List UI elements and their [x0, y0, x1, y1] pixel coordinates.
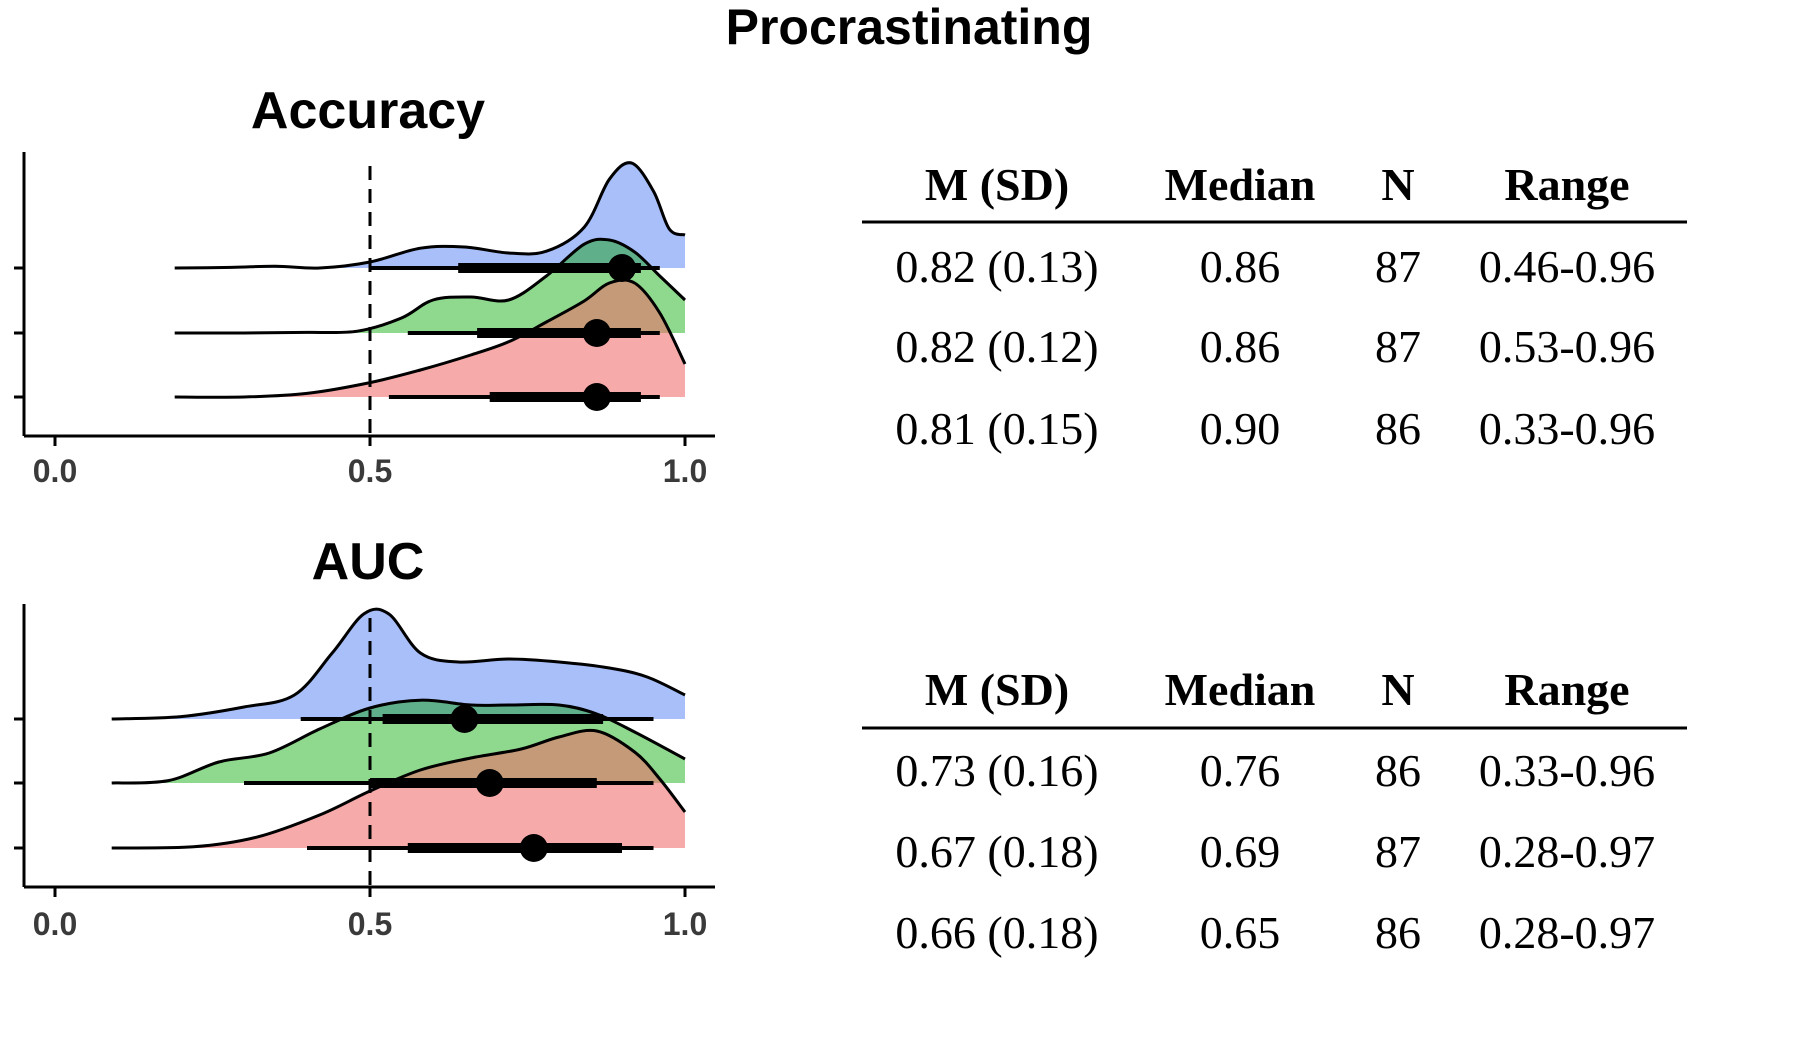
x-tick-label: 1.0 [663, 906, 707, 942]
summary-table: M (SD) Median N Range 0.82 (0.13) 0.86 87 0.46-… [862, 159, 1687, 454]
density-outline-3 [174, 278, 687, 399]
density-fill-3 [174, 279, 685, 398]
point-estimate-1 [608, 254, 636, 282]
table-header: Range [1504, 664, 1629, 715]
table-header: N [1381, 664, 1414, 715]
density-outline-1 [111, 607, 686, 721]
point-estimate-2 [582, 319, 611, 347]
density-overlap-2 [111, 730, 685, 783]
panels: Accuracy 0.0 0.5 1.0 M (SD) Median N Range 0.82 … [14, 82, 1687, 958]
table-cell: 0.81 (0.15) [895, 403, 1098, 454]
panel-auc: AUC 0.0 0.5 1.0 M (SD) Median N Range 0.73 (0.16… [14, 533, 1687, 958]
density-outline-2 [111, 698, 686, 785]
table-row: 0.66 (0.18) 0.65 86 0.28-0.97 [895, 907, 1655, 958]
table-cell: 87 [1375, 826, 1421, 877]
table-row: 0.82 (0.12) 0.86 87 0.53-0.96 [895, 321, 1655, 372]
table-cell: 87 [1375, 241, 1421, 292]
density-outline-2 [174, 237, 687, 335]
table-cell: 0.53-0.96 [1479, 321, 1655, 372]
table-cell: 0.28-0.97 [1479, 826, 1655, 877]
density-fill-1 [111, 609, 685, 719]
table-cell: 0.86 [1200, 321, 1281, 372]
x-tick-label: 0.0 [33, 453, 77, 489]
table-row: 0.67 (0.18) 0.69 87 0.28-0.97 [895, 826, 1655, 877]
table-row: 0.81 (0.15) 0.90 86 0.33-0.96 [895, 403, 1655, 454]
x-tick-label: 1.0 [663, 453, 707, 489]
panel-title: Accuracy [251, 82, 485, 140]
table-cell: 0.90 [1200, 403, 1281, 454]
table-cell: 0.73 (0.16) [895, 745, 1098, 796]
table-cell: 0.28-0.97 [1479, 907, 1655, 958]
table-cell: 0.66 (0.18) [895, 907, 1098, 958]
point-estimate-2 [475, 769, 504, 797]
panel-accuracy: Accuracy 0.0 0.5 1.0 M (SD) Median N Range 0.82 … [14, 82, 1687, 489]
table-cell: 0.69 [1200, 826, 1281, 877]
table-header: Range [1504, 159, 1629, 210]
density-outline-3 [111, 728, 687, 850]
table-row: 0.73 (0.16) 0.76 86 0.33-0.96 [895, 745, 1655, 796]
point-estimate-3 [582, 383, 611, 411]
table-header: N [1381, 159, 1414, 210]
table-cell: 0.33-0.96 [1479, 403, 1655, 454]
table-cell: 86 [1375, 745, 1421, 796]
table-cell: 86 [1375, 403, 1421, 454]
table-cell: 0.46-0.96 [1479, 241, 1655, 292]
table-header: M (SD) [925, 159, 1069, 210]
table-cell: 0.82 (0.12) [895, 321, 1098, 372]
point-estimate-1 [450, 705, 479, 733]
x-tick-label: 0.5 [348, 453, 392, 489]
point-estimate-3 [519, 834, 548, 862]
table-header: Median [1165, 159, 1316, 210]
table-cell: 0.33-0.96 [1479, 745, 1655, 796]
x-tick-label: 0.0 [33, 906, 77, 942]
table-cell: 0.67 (0.18) [895, 826, 1098, 877]
x-tick-label: 0.5 [348, 906, 392, 942]
table-cell: 87 [1375, 321, 1421, 372]
panel-title: AUC [312, 533, 425, 591]
table-cell: 0.76 [1200, 745, 1281, 796]
density-outline-1 [174, 161, 686, 270]
table-cell: 86 [1375, 907, 1421, 958]
table-header: Median [1165, 664, 1316, 715]
table-cell: 0.82 (0.13) [895, 241, 1098, 292]
summary-table: M (SD) Median N Range 0.73 (0.16) 0.76 86 0.33-… [862, 664, 1687, 958]
density-fill-2 [174, 239, 685, 334]
table-cell: 0.86 [1200, 241, 1281, 292]
table-header: M (SD) [925, 664, 1069, 715]
table-cell: 0.65 [1200, 907, 1281, 958]
table-row: 0.82 (0.13) 0.86 87 0.46-0.96 [895, 241, 1655, 292]
figure-title: Procrastinating [726, 0, 1093, 55]
